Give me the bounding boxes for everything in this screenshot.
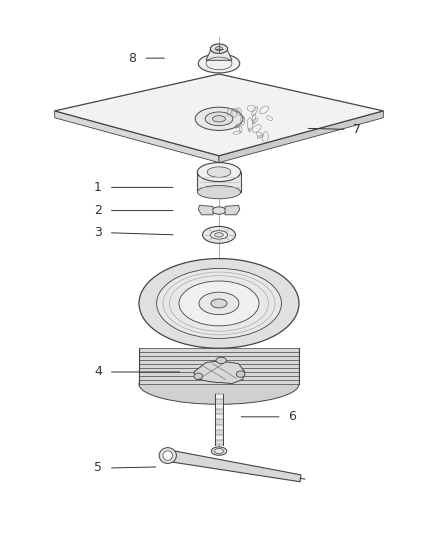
Ellipse shape [163, 451, 173, 461]
Polygon shape [225, 205, 240, 215]
Ellipse shape [194, 373, 202, 379]
Ellipse shape [179, 281, 259, 326]
Text: 6: 6 [289, 410, 297, 423]
Polygon shape [215, 404, 223, 409]
Ellipse shape [202, 227, 236, 243]
Polygon shape [198, 172, 240, 192]
Ellipse shape [199, 292, 239, 314]
Ellipse shape [210, 44, 228, 53]
Ellipse shape [198, 163, 240, 182]
Ellipse shape [216, 357, 226, 364]
Ellipse shape [211, 299, 227, 308]
Ellipse shape [215, 46, 223, 51]
Ellipse shape [159, 448, 177, 464]
Ellipse shape [210, 231, 228, 239]
Ellipse shape [207, 167, 231, 177]
Ellipse shape [211, 447, 227, 455]
Ellipse shape [139, 364, 299, 405]
Text: 3: 3 [94, 226, 102, 239]
Text: 8: 8 [128, 52, 137, 64]
Text: 4: 4 [94, 366, 102, 378]
Polygon shape [139, 348, 299, 384]
Ellipse shape [195, 107, 243, 131]
Text: 7: 7 [353, 123, 361, 136]
Polygon shape [198, 205, 213, 215]
Polygon shape [215, 409, 223, 414]
Ellipse shape [212, 116, 226, 122]
Polygon shape [215, 419, 223, 424]
Ellipse shape [236, 371, 245, 377]
Polygon shape [215, 434, 223, 440]
Text: 5: 5 [94, 462, 102, 474]
Ellipse shape [198, 54, 240, 73]
Ellipse shape [205, 112, 233, 126]
Polygon shape [167, 450, 301, 482]
Ellipse shape [215, 448, 223, 454]
Polygon shape [215, 440, 223, 445]
Polygon shape [206, 49, 232, 60]
Ellipse shape [215, 233, 223, 237]
Text: 2: 2 [94, 204, 102, 217]
Polygon shape [219, 111, 383, 163]
Text: 1: 1 [94, 181, 102, 194]
Ellipse shape [139, 259, 299, 348]
Ellipse shape [212, 207, 226, 214]
Polygon shape [215, 414, 223, 419]
Polygon shape [215, 430, 223, 434]
Polygon shape [55, 74, 383, 156]
Ellipse shape [157, 269, 281, 338]
Polygon shape [215, 399, 223, 404]
Polygon shape [194, 361, 245, 384]
Polygon shape [55, 111, 219, 163]
Ellipse shape [198, 185, 240, 199]
Polygon shape [215, 394, 223, 399]
Polygon shape [215, 424, 223, 430]
